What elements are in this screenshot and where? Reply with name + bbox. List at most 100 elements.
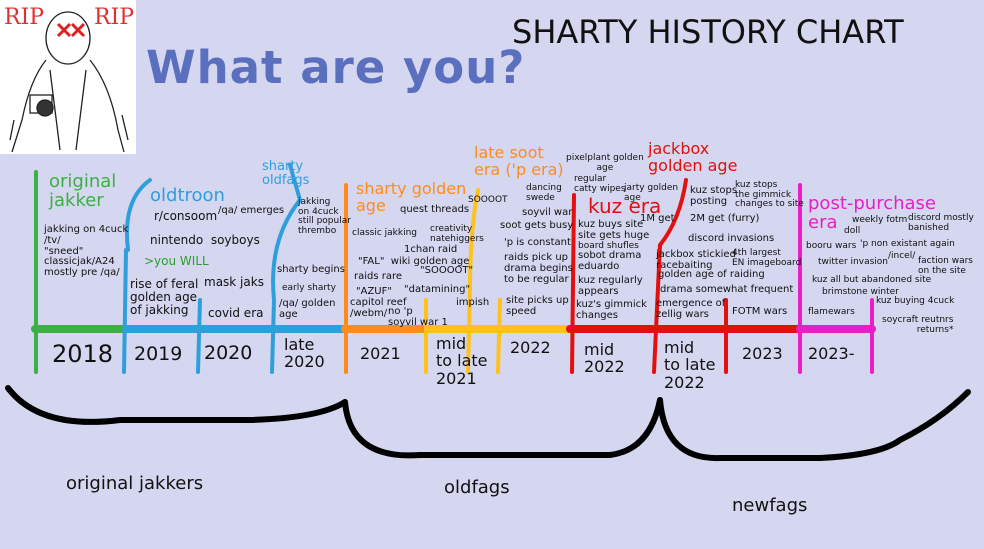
event-2m-get: 2M get (furry) (690, 213, 760, 224)
event-soyvil-war: soyvil war (522, 207, 573, 218)
event-soooot-quote: "SOOOOT" (420, 265, 474, 276)
event-fal-wiki: "FAL" wiki golden age (358, 256, 470, 267)
period-mid-2022: mid 2022 (584, 340, 625, 377)
event-1m-get: 1M get (640, 213, 675, 224)
era-post-purchase: post-purchase era (808, 193, 936, 234)
event-p-non-existant: 'p non existant again (860, 239, 955, 249)
group-oldfags: oldfags (444, 477, 510, 498)
event-kuz-buys-site: kuz buys site site gets huge (578, 219, 650, 241)
period-2023: 2023 (742, 344, 783, 363)
event-1chan-raid: 1chan raid (404, 244, 458, 255)
era-sharty-golden-age: sharty golden age (356, 179, 467, 216)
event-board-shufles: board shufles (578, 241, 639, 251)
wojak-sketch (9, 11, 129, 153)
event-fotm-wars: FOTM wars (732, 306, 788, 317)
event-rise-of-feral: rise of feral golden age of jakking (130, 277, 199, 317)
event-catty-wipes: regular catty wipes (574, 174, 626, 194)
era-jackbox: jackbox golden age (648, 139, 738, 176)
group-original-jakkers: original jakkers (66, 473, 204, 494)
brace-original (5, 385, 348, 425)
event-azuf: "AZUF" (356, 286, 392, 297)
period-2020: 2020 (204, 342, 253, 364)
event-sobot-drama: sobot drama eduardo (578, 250, 642, 272)
event-golden-age-raiding: golden age of raiding (658, 269, 765, 280)
period-2023-onward: 2023- (808, 344, 855, 363)
event-soot-busy: soot gets busy (500, 220, 574, 231)
tick-2019 (122, 178, 152, 374)
brace-newfags (657, 389, 971, 462)
event-soooot: SOOOOT (468, 195, 508, 205)
event-capitol-reef: capitol reef /webm/ (350, 297, 407, 319)
event-flamewars: flamewars (808, 307, 855, 317)
event-classic-jakking: classic jakking (352, 228, 418, 238)
event-jakking-on-4cuck: jakking on 4cuck still popular thrembo (298, 197, 351, 237)
event-early-sharty: early sharty (282, 283, 336, 293)
event-creativity: creativity natehiggers (430, 224, 484, 244)
event-twitter-invasion: twitter invasion (818, 257, 888, 267)
era-original-jakker: original jakker (49, 171, 117, 212)
event-you-will: >you WILL (144, 254, 209, 268)
event-raids-rare: raids rare (354, 271, 403, 282)
event-dancing-swede: dancing swede (526, 183, 562, 203)
event-brimstone-winter: brimstone winter (822, 287, 899, 297)
event-original-jakker: jakking on 4cuck /tv/ "sneed" classicjak… (44, 224, 129, 279)
meme-text-rip-left: RIP (4, 5, 45, 30)
event-drama-frequent: drama somewhat frequent (660, 284, 794, 295)
event-qa-golden-age: /qa/ golden age (279, 298, 336, 320)
brace-oldfags (342, 397, 663, 459)
event-p-constant: 'p is constant (504, 237, 571, 248)
period-2021: 2021 (360, 344, 401, 363)
event-jarty: jarty golden age (624, 183, 679, 203)
period-2019: 2019 (134, 343, 183, 365)
event-kuz-stops-gimmick: kuz stops the gimmick changes to site (735, 180, 804, 210)
event-jackbox-stickied: jackbox stickied racebaiting (656, 249, 736, 271)
group-newfags: newfags (732, 495, 808, 516)
event-zellig-wars: emergence of zellig wars (656, 298, 726, 320)
event-rconsoom: r/consoom (154, 209, 218, 223)
tick-2020 (196, 298, 202, 374)
event-discord-invasions: discord invasions (688, 233, 775, 244)
tick-midlate2022 (652, 178, 688, 374)
event-soycraft: soycraft reutnrs returns* (882, 315, 954, 335)
event-datamining: "datamining" (404, 284, 471, 295)
tick-kuz (570, 193, 576, 374)
event-no-p-soyvil: no 'p soyvil war 1 (388, 306, 448, 328)
event-doll: doll (844, 226, 861, 236)
event-kuz-gimmick: kuz's gimmick changes (576, 299, 647, 321)
event-kuz-abandoned: kuz all but abandoned site (812, 275, 932, 285)
event-kuz-stops-posting: kuz stops posting (690, 185, 738, 207)
event-pixelplant: pixelplant golden age (566, 153, 644, 173)
tick-late2020 (270, 163, 303, 374)
period-late-2020: late 2020 (284, 335, 325, 372)
event-4th-largest: 4th largest EN imageboard (732, 248, 802, 268)
era-late-soot: late soot era ('p era) (474, 143, 564, 180)
period-mid-late-2022: mid to late 2022 (664, 338, 716, 392)
event-sharty-begins: sharty begins (277, 264, 345, 275)
event-discord-banished: discord mostly banished (908, 213, 974, 233)
event-incel: /incel/ (888, 251, 916, 261)
event-mask-jaks: mask jaks (204, 275, 264, 289)
event-faction-wars: faction wars on the site (918, 256, 973, 276)
event-kuz-buying-4cuck: kuz buying 4cuck (876, 296, 955, 306)
tick-soot (466, 188, 480, 374)
tick-2022 (496, 298, 502, 374)
meme-text-rip-right: RIP (94, 5, 135, 30)
period-2022: 2022 (510, 338, 551, 357)
event-site-speed: site picks up speed (506, 295, 569, 317)
page-title: SHARTY HISTORY CHART (512, 13, 904, 51)
event-kuz-appears: kuz regularly appears (578, 275, 643, 297)
event-impish: impish (456, 297, 490, 308)
event-quest-threads: quest threads (400, 204, 470, 215)
era-oldtroon: oldtroon (150, 185, 225, 206)
event-weekly-fotm: weekly fotm (852, 215, 908, 225)
red-cross-left (56, 22, 72, 38)
period-2018: 2018 (52, 340, 114, 368)
event-qa-emerges: /qa/ emerges (218, 205, 285, 216)
era-kuz: kuz era (588, 194, 662, 218)
era-sharty-oldfags: sharty oldfags (262, 159, 310, 189)
event-nintendo-soyboys: nintendo soyboys (150, 233, 260, 247)
red-cross-right (70, 22, 86, 38)
question-heading: What are you? (146, 41, 526, 94)
event-raids-pick-up: raids pick up drama begins to be regular (504, 252, 573, 285)
